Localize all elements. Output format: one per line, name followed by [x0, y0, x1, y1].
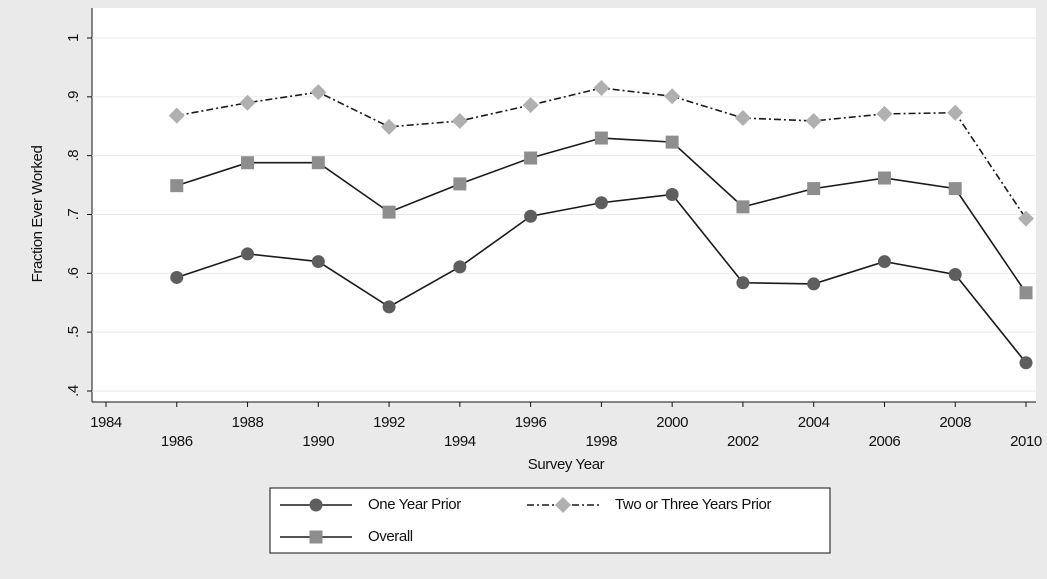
data-point [311, 255, 325, 269]
data-point [876, 105, 893, 122]
data-point [453, 177, 467, 191]
data-point [877, 171, 891, 185]
y-tick-label: .6 [65, 267, 82, 279]
data-point [170, 270, 184, 284]
data-point [877, 255, 891, 269]
data-point [594, 196, 608, 210]
legend-marker [309, 530, 323, 544]
data-point [239, 94, 256, 111]
data-point [522, 97, 539, 114]
x-tick-label: 1994 [444, 433, 476, 450]
x-tick-label: 1984 [90, 414, 122, 431]
data-point [593, 80, 610, 97]
x-tick-label: 2006 [869, 433, 901, 450]
data-point [453, 260, 467, 274]
legend-label: One Year Prior [368, 496, 461, 513]
data-point [1019, 286, 1033, 300]
data-point [734, 110, 751, 127]
legend-label: Overall [368, 528, 413, 545]
x-tick-label: 1996 [515, 414, 547, 431]
x-tick-label: 2010 [1010, 433, 1042, 450]
data-point [524, 209, 538, 223]
data-point [382, 300, 396, 314]
data-point [665, 187, 679, 201]
data-point [241, 247, 255, 261]
x-tick-label: 1998 [585, 433, 617, 450]
data-point [382, 205, 396, 219]
x-tick-label: 2002 [727, 433, 759, 450]
legend-box [269, 487, 831, 554]
data-point [664, 88, 681, 105]
data-point [1018, 210, 1034, 227]
x-tick-label: 1986 [161, 433, 193, 450]
data-point [736, 200, 750, 214]
x-tick-label: 2008 [939, 414, 971, 431]
x-tick-label: 2000 [656, 414, 688, 431]
x-tick-label: 1990 [302, 433, 334, 450]
y-tick-label: .8 [65, 150, 82, 162]
data-point [665, 135, 679, 149]
data-point [168, 107, 185, 124]
legend-marker [555, 497, 571, 513]
y-tick-label: .9 [65, 91, 82, 103]
x-tick-label: 1992 [373, 414, 405, 431]
data-point [311, 156, 325, 170]
data-point [594, 131, 608, 145]
data-point [524, 151, 538, 165]
legend-marker [309, 498, 323, 512]
data-point [948, 268, 962, 282]
plot-area [92, 8, 1036, 402]
legend-label: Two or Three Years Prior [615, 496, 771, 513]
y-tick-label: .7 [65, 209, 82, 221]
x-tick-label: 1988 [232, 414, 264, 431]
data-point [170, 179, 184, 193]
data-point [241, 156, 255, 170]
x-tick-label: 2004 [798, 414, 830, 431]
data-point [736, 276, 750, 290]
y-tick-label: .4 [65, 385, 82, 397]
data-point [1019, 356, 1033, 370]
data-point [807, 277, 821, 291]
data-point [310, 84, 327, 101]
data-point [947, 104, 964, 121]
y-axis-title: Fraction Ever Worked [29, 146, 46, 283]
data-point [805, 112, 822, 129]
data-point [381, 118, 398, 135]
y-tick-label: 1 [65, 34, 82, 42]
data-point [948, 182, 962, 196]
data-point [807, 182, 821, 196]
y-tick-label: .5 [65, 326, 82, 338]
data-point [451, 112, 468, 129]
x-axis-title: Survey Year [528, 456, 605, 473]
